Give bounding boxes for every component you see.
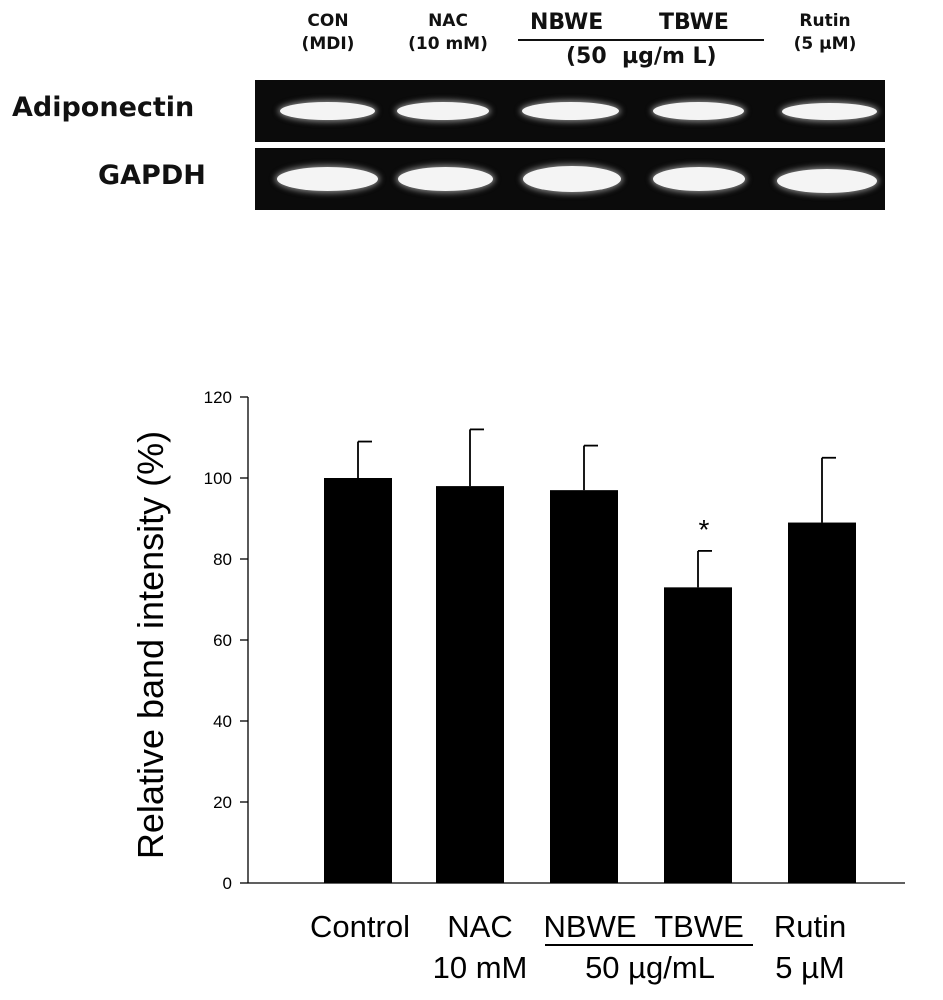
category-label-nac: NAC: [447, 909, 513, 944]
lane-header-nac-line2: (10 mM): [408, 34, 488, 54]
gel-strip-gapdh: [255, 148, 885, 210]
lane-header-nac: NAC (10 mM): [393, 10, 503, 56]
category-sublabel-rutin: 5 µM: [775, 950, 845, 985]
lane-header-con-line1: CON: [307, 11, 349, 31]
lane-header-tbwe: TBWE: [659, 10, 729, 35]
band-gapdh-rutin: [777, 169, 877, 193]
lane-header-rutin: Rutin (5 µM): [775, 10, 875, 56]
gel-strip-adiponectin: [255, 80, 885, 142]
category-label-control: Control: [310, 909, 410, 944]
category-label-tbwe: TBWE: [654, 909, 744, 944]
band-adiponectin-nac: [397, 102, 489, 120]
bar-nac: [436, 486, 504, 883]
category-label-rutin: Rutin: [773, 909, 847, 944]
band-gapdh-nbwe: [523, 166, 621, 192]
y-axis-title: Relative band intensity (%): [130, 431, 171, 859]
category-sublabel-nac: 10 mM: [432, 950, 528, 985]
significance-marker-tbwe: *: [699, 514, 710, 545]
y-tick-label-40: 40: [213, 712, 232, 731]
lane-header-nbwe: NBWE: [530, 10, 604, 35]
lane-header-rutin-line2: (5 µM): [793, 34, 857, 54]
bar-tbwe: [664, 587, 732, 883]
y-tick-label-80: 80: [213, 550, 232, 569]
lane-header-con-line2: (MDI): [301, 34, 355, 54]
row-label-gapdh: GAPDH: [98, 160, 206, 191]
y-tick-label-20: 20: [213, 793, 232, 812]
lane-header-rutin-line1: Rutin: [799, 11, 851, 31]
bar-chart: 0 20 40 60 80 100 120 Relative band intensity (…: [130, 388, 905, 893]
band-adiponectin-con: [280, 102, 375, 120]
group-header-concentration: (50 µg/m L): [566, 44, 717, 69]
y-tick-label-0: 0: [223, 874, 232, 893]
row-label-adiponectin: Adiponectin: [12, 92, 195, 123]
group-underline-chart: [545, 944, 753, 946]
y-tick-label-60: 60: [213, 631, 232, 650]
y-tick-label-120: 120: [204, 388, 232, 407]
band-adiponectin-tbwe: [653, 102, 744, 120]
bar-rutin: [788, 522, 856, 883]
bar-control: [324, 478, 392, 883]
lane-header-nac-line1: NAC: [428, 11, 468, 31]
band-adiponectin-nbwe: [522, 102, 619, 120]
band-gapdh-con: [277, 167, 378, 191]
bar-nbwe: [550, 490, 618, 883]
band-adiponectin-rutin: [782, 103, 877, 120]
group-underline: [518, 39, 764, 41]
lane-header-con: CON (MDI): [283, 10, 373, 56]
y-tick-label-100: 100: [204, 469, 232, 488]
band-gapdh-nac: [398, 167, 493, 191]
category-label-nbwe: NBWE: [543, 909, 637, 944]
group-sublabel-concentration: 50 µg/mL: [585, 950, 715, 985]
band-gapdh-tbwe: [653, 167, 745, 191]
